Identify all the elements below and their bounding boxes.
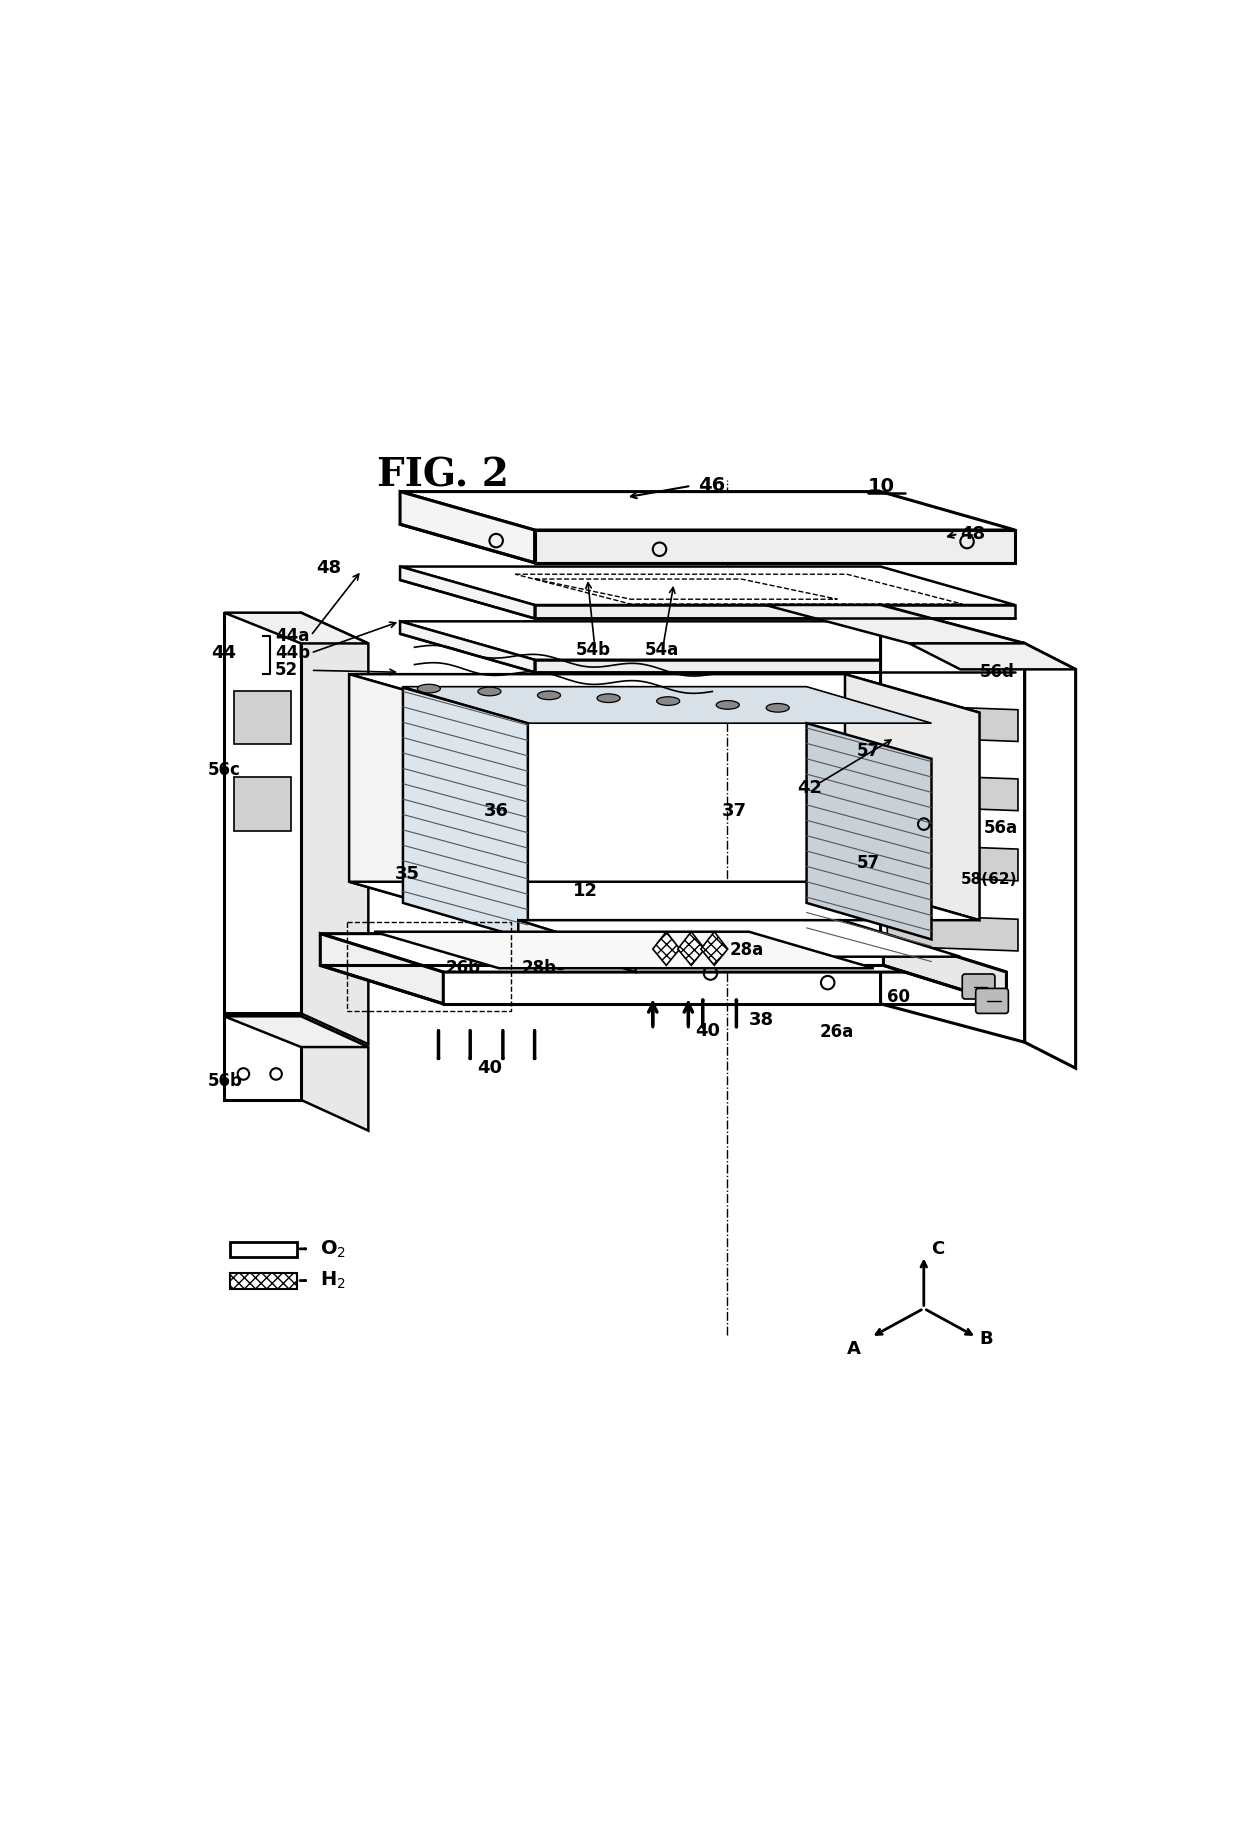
Ellipse shape	[596, 694, 620, 703]
Ellipse shape	[717, 701, 739, 708]
Polygon shape	[301, 613, 368, 1044]
FancyBboxPatch shape	[962, 974, 994, 998]
Text: 56b: 56b	[208, 1072, 243, 1090]
Polygon shape	[534, 605, 1016, 618]
Polygon shape	[234, 690, 291, 744]
Polygon shape	[229, 1242, 298, 1256]
Polygon shape	[806, 723, 931, 939]
Text: 57: 57	[857, 742, 879, 760]
Polygon shape	[401, 622, 534, 672]
Polygon shape	[888, 845, 1018, 880]
Text: 40: 40	[477, 1059, 502, 1077]
Polygon shape	[401, 622, 1016, 661]
Polygon shape	[678, 932, 704, 965]
Polygon shape	[401, 491, 1016, 530]
Polygon shape	[350, 882, 980, 921]
Text: 12: 12	[573, 882, 598, 900]
Polygon shape	[534, 530, 1016, 563]
Polygon shape	[888, 915, 1018, 950]
Polygon shape	[234, 777, 291, 830]
Text: 46: 46	[698, 476, 725, 494]
Text: 40: 40	[696, 1022, 720, 1041]
Text: 56d: 56d	[980, 662, 1014, 681]
Text: 57: 57	[857, 854, 879, 871]
Polygon shape	[652, 932, 680, 965]
Text: 44b: 44b	[275, 644, 310, 662]
Polygon shape	[224, 613, 301, 1013]
Polygon shape	[229, 1273, 298, 1290]
Text: 28a: 28a	[729, 941, 764, 959]
Text: 56c: 56c	[208, 762, 241, 779]
Polygon shape	[401, 566, 534, 618]
Polygon shape	[401, 491, 534, 563]
Ellipse shape	[418, 684, 440, 694]
Polygon shape	[301, 1017, 368, 1131]
Polygon shape	[403, 688, 528, 939]
Text: 36: 36	[484, 801, 508, 819]
Text: 48: 48	[316, 559, 341, 576]
Text: C: C	[931, 1240, 945, 1258]
Polygon shape	[909, 644, 1075, 670]
Ellipse shape	[657, 697, 680, 705]
Ellipse shape	[537, 692, 560, 699]
Polygon shape	[518, 921, 635, 972]
Polygon shape	[844, 673, 980, 921]
Polygon shape	[350, 673, 980, 712]
Polygon shape	[888, 775, 1018, 810]
Text: 44a: 44a	[275, 627, 310, 644]
Polygon shape	[701, 932, 728, 965]
Text: 58(62): 58(62)	[960, 873, 1017, 887]
Text: H$_2$: H$_2$	[320, 1269, 346, 1292]
Text: 60: 60	[888, 989, 910, 1006]
Polygon shape	[880, 605, 1024, 1042]
Text: 44: 44	[211, 644, 236, 662]
FancyBboxPatch shape	[976, 989, 1008, 1013]
Text: 48: 48	[960, 524, 986, 542]
Text: 26a: 26a	[820, 1022, 854, 1041]
Polygon shape	[765, 605, 1024, 644]
Text: B: B	[980, 1330, 993, 1349]
Text: O$_2$: O$_2$	[320, 1238, 346, 1260]
Polygon shape	[224, 613, 368, 644]
Polygon shape	[374, 932, 874, 969]
Polygon shape	[224, 1017, 301, 1100]
Text: 26b: 26b	[445, 959, 480, 978]
Text: 42: 42	[797, 779, 822, 797]
Text: 54a: 54a	[645, 642, 680, 659]
Ellipse shape	[477, 686, 501, 696]
Text: 54b: 54b	[575, 642, 611, 659]
Polygon shape	[403, 686, 931, 723]
Polygon shape	[888, 705, 1018, 742]
Polygon shape	[320, 934, 444, 1004]
Text: 37: 37	[722, 801, 746, 819]
Polygon shape	[518, 921, 960, 958]
Polygon shape	[534, 661, 1016, 672]
Polygon shape	[1024, 644, 1075, 1068]
Text: 35: 35	[396, 865, 420, 884]
Text: 28b: 28b	[522, 959, 557, 978]
Polygon shape	[224, 1017, 368, 1048]
Polygon shape	[320, 934, 1007, 972]
Polygon shape	[350, 673, 484, 921]
Text: 10: 10	[868, 478, 895, 496]
Text: 52: 52	[275, 661, 299, 679]
Text: FIG. 2: FIG. 2	[377, 456, 510, 494]
Text: 38: 38	[749, 1011, 774, 1030]
Text: A: A	[847, 1339, 861, 1358]
Ellipse shape	[766, 703, 790, 712]
Text: 56a: 56a	[983, 819, 1018, 838]
Polygon shape	[401, 566, 1016, 605]
Polygon shape	[883, 934, 1007, 1004]
